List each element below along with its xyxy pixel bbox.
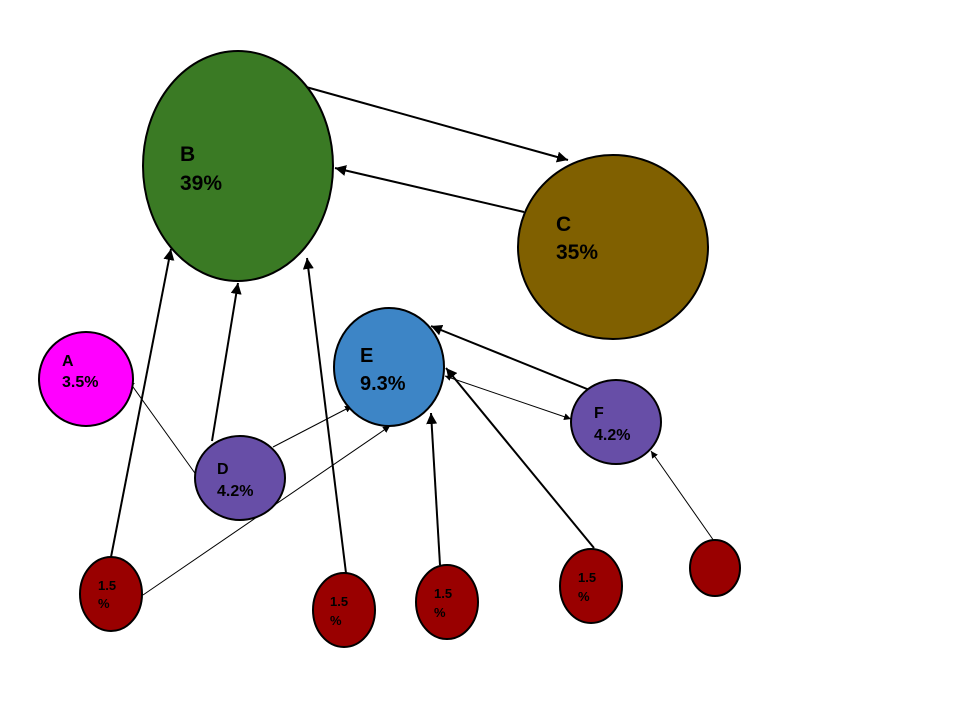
- node-s2: 1.5 %: [312, 572, 376, 648]
- node-f-value: 4.2%: [594, 427, 630, 444]
- node-s1: 1.5 %: [79, 556, 143, 632]
- node-f-name: F: [594, 405, 604, 422]
- node-f-shape: [570, 379, 662, 465]
- node-b-name: B: [180, 143, 195, 166]
- node-a: A 3.5%: [38, 331, 134, 427]
- nodes: B 39% C 35% A 3.5% E 9.3% D 4.2%: [38, 50, 741, 648]
- node-b: B 39%: [142, 50, 334, 282]
- node-s5-shape: [689, 539, 741, 597]
- node-c-shape: [517, 154, 709, 340]
- node-c-value: 35%: [556, 241, 598, 264]
- node-s2-line1: 1.5: [330, 594, 348, 609]
- node-s3-shape: [415, 564, 479, 640]
- node-s4-line2: %: [578, 589, 590, 604]
- edge-d-to-b: [211, 282, 242, 442]
- node-f: F 4.2%: [570, 379, 662, 465]
- node-d-shape: [194, 435, 286, 521]
- node-c-name: C: [556, 213, 571, 236]
- edge-f-to-e: [430, 325, 593, 392]
- edge-s1-to-b: [110, 248, 175, 558]
- node-s4: 1.5 %: [559, 548, 623, 624]
- edge-d-to-a: [127, 379, 198, 477]
- node-s3: 1.5 %: [415, 564, 479, 640]
- edge-e-to-f: [444, 375, 572, 421]
- node-s1-shape: [79, 556, 143, 632]
- edges: [110, 86, 715, 596]
- node-s3-line2: %: [434, 605, 446, 620]
- node-b-shape: [142, 50, 334, 282]
- node-b-value: 39%: [180, 172, 222, 195]
- edge-s4-to-e: [445, 367, 595, 549]
- node-e-shape: [333, 307, 445, 427]
- node-d-name: D: [217, 461, 229, 478]
- node-e-name: E: [360, 345, 373, 367]
- node-e: E 9.3%: [333, 307, 445, 427]
- node-s1-line1: 1.5: [98, 578, 116, 593]
- edge-s2-to-b: [302, 257, 347, 574]
- node-a-shape: [38, 331, 134, 427]
- node-s2-shape: [312, 572, 376, 648]
- node-d: D 4.2%: [194, 435, 286, 521]
- node-s4-line1: 1.5: [578, 570, 596, 585]
- node-c: C 35%: [517, 154, 709, 340]
- node-e-value: 9.3%: [360, 373, 406, 395]
- edge-b-to-c: [305, 86, 569, 163]
- node-d-value: 4.2%: [217, 483, 253, 500]
- node-s3-line1: 1.5: [434, 586, 452, 601]
- node-a-name: A: [62, 353, 74, 370]
- edge-s5-to-f: [650, 450, 715, 542]
- node-a-value: 3.5%: [62, 374, 98, 391]
- edge-c-to-b: [334, 165, 525, 213]
- node-s5: [689, 539, 741, 597]
- edge-s3-to-e: [426, 412, 441, 566]
- node-s4-shape: [559, 548, 623, 624]
- edge-d-to-e: [272, 405, 353, 448]
- node-s1-line2: %: [98, 596, 110, 611]
- node-s2-line2: %: [330, 613, 342, 628]
